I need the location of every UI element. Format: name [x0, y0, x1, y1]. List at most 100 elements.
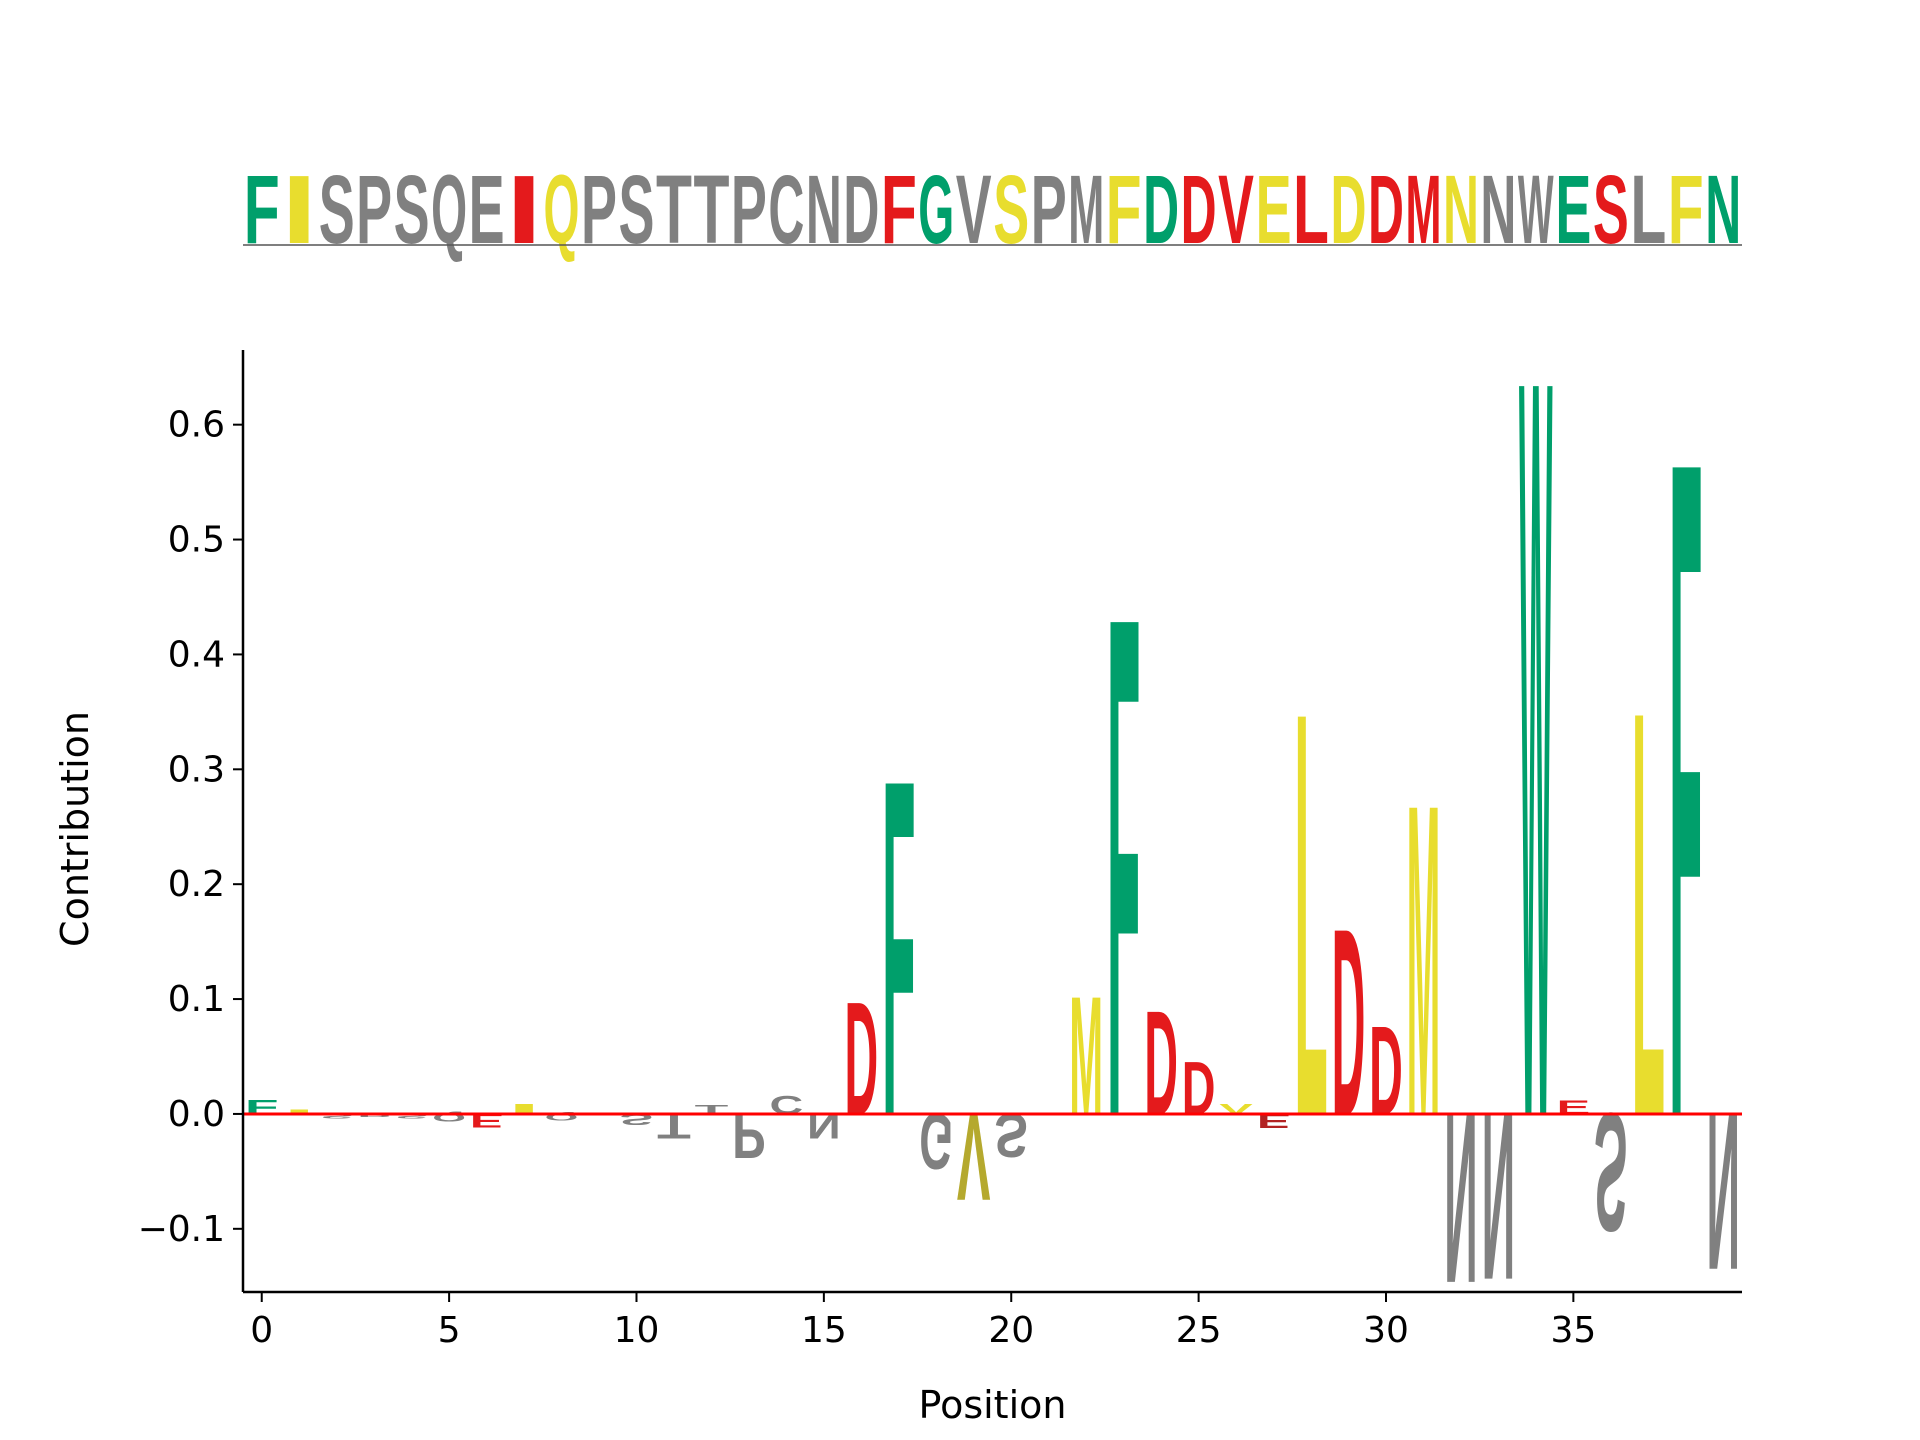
contribution-letter-d: D — [844, 970, 878, 1149]
sequence-residue-f: F — [244, 156, 280, 265]
sequence-residue-p: P — [581, 155, 617, 264]
svg-text:S: S — [1594, 1077, 1628, 1265]
svg-text:S: S — [994, 1100, 1028, 1169]
contribution-letter-s: S — [395, 1113, 429, 1120]
svg-text:M: M — [1068, 155, 1104, 264]
y-tick-label: 0.1 — [168, 979, 225, 1020]
sequence-residue-q: Q — [544, 156, 580, 265]
contribution-letter-w: W — [1519, 156, 1553, 1339]
x-tick-label: 15 — [801, 1310, 847, 1351]
contribution-letter-l: L — [1631, 592, 1665, 1238]
sequence-residue-v: V — [956, 155, 992, 264]
y-tick-label: 0.5 — [168, 520, 225, 561]
contribution-letter-d: D — [1332, 873, 1366, 1171]
svg-text:D: D — [1144, 980, 1178, 1146]
sequence-residue-p: P — [1031, 155, 1067, 264]
contribution-letter-i: I — [282, 1108, 316, 1115]
svg-text:P: P — [357, 1113, 391, 1118]
svg-text:N: N — [806, 156, 842, 264]
svg-text:V: V — [956, 155, 992, 264]
svg-text:N: N — [1482, 1063, 1516, 1331]
svg-text:D: D — [1182, 1047, 1216, 1131]
svg-text:N: N — [1444, 1061, 1478, 1333]
y-tick-label: −0.1 — [138, 1209, 225, 1250]
svg-text:S: S — [319, 155, 355, 264]
svg-text:S: S — [395, 1113, 429, 1120]
svg-text:P: P — [581, 155, 617, 264]
svg-text:L: L — [1293, 156, 1329, 265]
contribution-letter-n: N — [1444, 1061, 1478, 1333]
svg-text:Q: Q — [431, 156, 467, 265]
svg-text:D: D — [844, 970, 878, 1149]
svg-text:P: P — [732, 1100, 766, 1171]
svg-text:D: D — [1368, 156, 1404, 264]
sequence-residue-s: S — [1593, 155, 1629, 264]
contribution-letter-f: F — [1107, 468, 1141, 1266]
sequence-residue-q: Q — [431, 156, 467, 265]
svg-text:S: S — [993, 155, 1029, 264]
sequence-residue-l: L — [1630, 156, 1666, 265]
svg-text:N: N — [1480, 156, 1516, 264]
svg-text:M: M — [1069, 963, 1103, 1151]
sequence-residue-f: F — [881, 156, 917, 265]
svg-text:L: L — [1294, 592, 1328, 1237]
svg-text:T: T — [693, 156, 729, 265]
svg-text:G: G — [918, 156, 954, 265]
sequence-residue-f: F — [1668, 156, 1704, 265]
svg-text:E: E — [1555, 155, 1591, 264]
sequence-residue-d: D — [843, 156, 879, 264]
sequence-residue-p: P — [356, 155, 392, 264]
svg-text:D: D — [1332, 873, 1366, 1171]
x-tick-label: 20 — [988, 1310, 1034, 1351]
svg-text:S: S — [320, 1113, 354, 1120]
y-axis-title: Contribution — [53, 711, 97, 947]
svg-text:Q: Q — [544, 156, 580, 265]
sequence-residue-e: E — [1256, 155, 1292, 264]
contribution-letter-d: D — [1144, 980, 1178, 1146]
svg-text:N: N — [1706, 1065, 1740, 1316]
contribution-plot: FISPSQEIQPSTTPCNDFGVSMFDDVELDDMNNWESLFN … — [53, 156, 1742, 1427]
y-tick-label: 0.3 — [168, 749, 225, 790]
sequence-residue-i: I — [506, 156, 542, 265]
svg-text:N: N — [807, 1106, 841, 1145]
contribution-letter-n: N — [1706, 1065, 1740, 1316]
x-tick-label: 30 — [1363, 1310, 1409, 1351]
svg-text:V: V — [957, 1086, 991, 1225]
contribution-letter-n: N — [1482, 1063, 1516, 1331]
svg-text:I: I — [506, 156, 542, 265]
sequence-residue-e: E — [469, 155, 505, 264]
svg-text:P: P — [731, 155, 767, 264]
y-tick-label: 0.6 — [168, 405, 225, 446]
contribution-letter-q: Q — [545, 1112, 579, 1123]
x-tick-label: 10 — [614, 1310, 660, 1351]
sequence-residue-f: F — [1106, 156, 1142, 265]
sequence-residue-n: N — [806, 156, 842, 264]
svg-text:D: D — [843, 156, 879, 264]
sequence-residue-n: N — [1705, 156, 1741, 264]
svg-text:M: M — [1405, 155, 1441, 264]
y-tick-label: 0.4 — [168, 634, 225, 675]
contribution-letter-t: T — [657, 1106, 691, 1145]
sequence-residue-l: L — [1293, 156, 1329, 265]
contribution-letter-p: P — [732, 1100, 766, 1171]
svg-text:W: W — [1519, 156, 1553, 1339]
svg-text:E: E — [1256, 155, 1292, 264]
svg-text:F: F — [244, 156, 280, 265]
x-tick-label: 0 — [250, 1310, 273, 1351]
sequence-residue-n: N — [1480, 156, 1516, 264]
svg-text:F: F — [1106, 156, 1142, 265]
svg-text:L: L — [1630, 156, 1666, 265]
contribution-letter-d: D — [1369, 1001, 1403, 1142]
sequence-residue-s: S — [618, 155, 654, 264]
x-tick-label: 35 — [1550, 1310, 1596, 1351]
svg-text:S: S — [618, 155, 654, 264]
sequence-residue-d: D — [1331, 156, 1367, 264]
svg-text:D: D — [1181, 156, 1217, 264]
svg-text:Q: Q — [545, 1112, 579, 1123]
sequence-residue-d: D — [1368, 156, 1404, 264]
x-axis-ticks: 0 5 10 15 20 25 30 35 — [250, 1292, 1596, 1351]
contribution-letter-d: D — [1182, 1047, 1216, 1131]
contribution-letter-m: M — [1407, 711, 1441, 1208]
contribution-marks: FISPSQEIQPSTTPCNDFGVSMFDDVELDDMNNWESLFN — [245, 156, 1740, 1339]
